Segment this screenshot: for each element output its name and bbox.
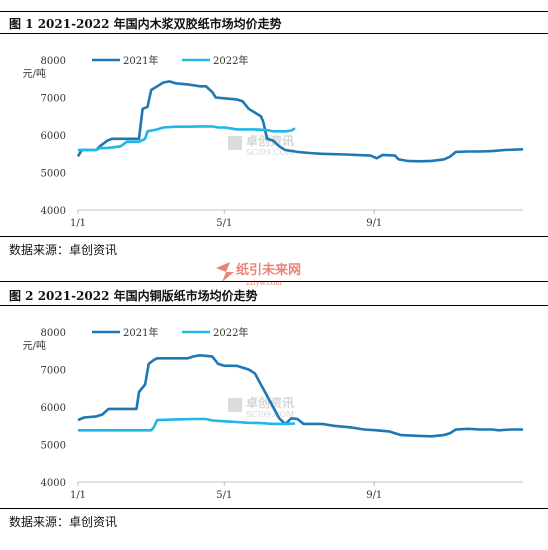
y-tick-label: 6000: [41, 403, 66, 414]
chart2-title: 图 2 2021-2022 年国内铜版纸市场均价走势: [9, 289, 258, 303]
x-tick-label: 1/1: [70, 490, 86, 501]
y-tick-label: 7000: [41, 94, 66, 105]
legend-label: 2022年: [213, 326, 248, 339]
legend-item: 2022年: [182, 54, 248, 67]
legend-item: 2021年: [92, 54, 158, 67]
y-tick-label: 8000: [41, 56, 66, 67]
series-line-2021: [77, 354, 523, 438]
watermark-square-icon: [228, 398, 242, 412]
watermark-brand-en: SCI99.COM: [246, 148, 294, 157]
chart2-source: 数据来源：卓创资讯: [9, 515, 118, 529]
watermark-brand-text: 纸引未来网: [236, 262, 301, 278]
chart2-top-rule: [0, 281, 548, 282]
top-rule: [0, 11, 548, 12]
legend-label: 2021年: [123, 54, 158, 67]
x-tick-label: 9/1: [366, 490, 382, 501]
series-line-2022: [78, 125, 296, 152]
chart1-title-rule: [0, 33, 548, 34]
y-tick-label: 8000: [41, 328, 66, 339]
watermark-logo-icon: [216, 262, 234, 282]
watermark-url-text: zzlyw.com: [246, 279, 282, 287]
x-tick-label: 9/1: [366, 218, 382, 229]
chart1-bottom-rule: [0, 236, 548, 237]
legend-item: 2022年: [182, 326, 248, 339]
chart2-bottom-rule: [0, 508, 548, 509]
y-tick-label: 7000: [41, 366, 66, 377]
legend-item: 2021年: [92, 326, 158, 339]
legend-label: 2022年: [213, 54, 248, 67]
x-tick-label: 5/1: [216, 490, 232, 501]
x-tick-label: 5/1: [216, 218, 232, 229]
y-tick-label: 5000: [41, 441, 66, 452]
y-tick-label: 6000: [41, 131, 66, 142]
chart2-title-rule: [0, 305, 548, 306]
series-line-2022: [78, 417, 296, 432]
y-tick-label: 4000: [41, 206, 66, 217]
watermark-brand-en: SCI99.COM: [246, 410, 294, 419]
x-tick-label: 1/1: [70, 218, 86, 229]
chart1-title: 图 1 2021-2022 年国内木浆双胶纸市场均价走势: [9, 17, 282, 31]
y-tick-label: 4000: [41, 478, 66, 489]
legend-label: 2021年: [123, 326, 158, 339]
watermark-square-icon: [228, 136, 242, 150]
y-axis-label: 元/吨: [23, 339, 46, 352]
chart1-source: 数据来源：卓创资讯: [9, 243, 118, 257]
y-axis-label: 元/吨: [23, 67, 46, 80]
y-tick-label: 5000: [41, 169, 66, 180]
series-line-2021: [76, 80, 524, 163]
